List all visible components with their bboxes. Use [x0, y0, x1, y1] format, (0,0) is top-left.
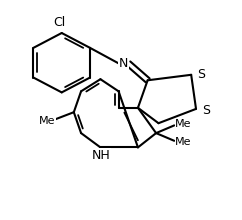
Text: Me: Me: [175, 119, 192, 129]
Text: N: N: [119, 57, 128, 70]
Text: NH: NH: [92, 148, 111, 162]
Text: Me: Me: [175, 137, 192, 147]
Text: S: S: [202, 103, 211, 117]
Text: Cl: Cl: [53, 16, 65, 29]
Text: S: S: [197, 68, 205, 81]
Text: Me: Me: [39, 116, 55, 126]
